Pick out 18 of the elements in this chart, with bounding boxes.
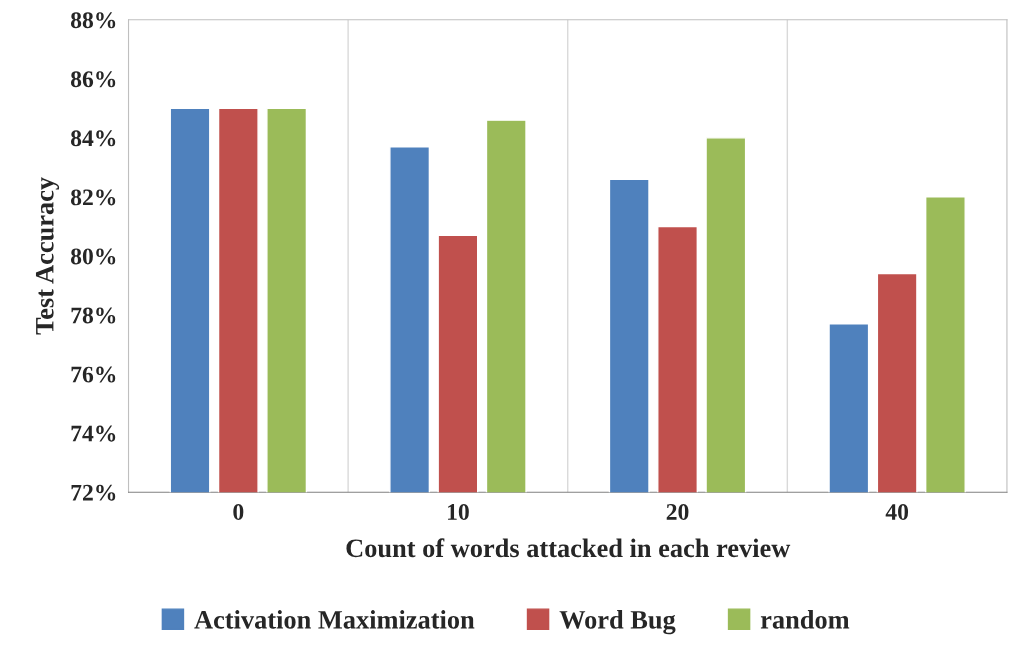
legend-label: random (760, 610, 850, 629)
legend-label: Word Bug (559, 610, 676, 635)
legend-label: Activation Maximization (194, 610, 475, 629)
x-tick-label: 20 (666, 503, 689, 520)
y-tick-label: 88% (70, 12, 116, 29)
x-tick-label: 40 (885, 503, 909, 520)
y-tick-label: 72% (71, 484, 116, 501)
y-tick-label: 84% (70, 130, 116, 147)
y-axis-title: Test Accuracy (35, 177, 60, 335)
x-tick-label: 10 (448, 503, 469, 520)
y-tick-label: 76% (71, 366, 116, 383)
x-axis-title: Count of words attacked in each review (346, 538, 791, 558)
y-tick-label: 80% (70, 248, 116, 265)
y-tick-label: 82% (70, 189, 116, 206)
y-tick-label: 74% (71, 425, 116, 442)
y-tick-label: 78% (71, 307, 116, 324)
y-tick-label: 86% (70, 71, 116, 88)
x-tick-label: 0 (233, 503, 244, 520)
